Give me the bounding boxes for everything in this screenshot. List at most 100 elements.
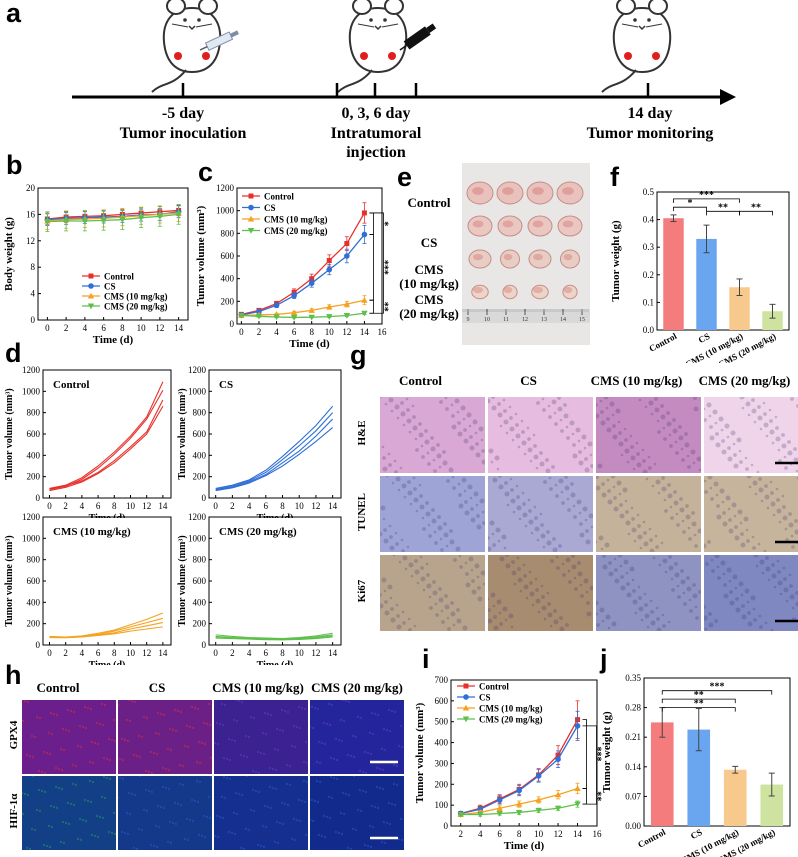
event-label-3: Tumor monitoring <box>587 125 714 142</box>
x-axis-label: Time (d) <box>289 338 330 350</box>
legend-item: CMS (10 mg/kg) <box>457 704 543 714</box>
tumor-sample <box>528 249 552 269</box>
x-tick-label: 8 <box>280 648 285 658</box>
plot-frame <box>656 191 790 331</box>
series-1 <box>457 710 581 817</box>
data-point <box>88 283 94 289</box>
histology-row-label: Ki67 <box>356 579 368 603</box>
ruler-label: 15 <box>579 317 585 323</box>
legend-item: Control <box>242 192 294 202</box>
chart-tumor-volume-2: 0 100 200 300 400 500 600 700 2 4 6 8 10 12 14 16 Time (… <box>415 675 605 852</box>
y-tick-label: 1200 <box>188 512 207 522</box>
y-tick-label: 800 <box>221 228 235 238</box>
photo-row-label: CS <box>420 235 438 250</box>
tumor-sample <box>531 284 549 300</box>
x-tick-label: 14 <box>174 323 184 333</box>
y-tick-label: 1200 <box>188 365 207 375</box>
x-tick-label: 6 <box>264 501 269 511</box>
tumor-photo-panel: Control CS CMS (10 mg/kg) CMS (20 mg/kg)… <box>398 163 608 345</box>
data-point <box>88 273 94 279</box>
data-point <box>535 796 542 803</box>
data-point <box>477 812 484 818</box>
significance-label: *** <box>699 190 714 201</box>
y-tick-label: 600 <box>221 251 235 261</box>
data-point <box>554 805 562 812</box>
series-line <box>215 636 333 641</box>
data-point <box>462 704 470 711</box>
fluorescence-row-label: HIF-1α <box>8 793 20 829</box>
data-point <box>273 314 280 321</box>
fluorescence-image <box>214 700 308 774</box>
data-point <box>361 210 367 216</box>
y-tick-label: 0.00 <box>625 821 641 831</box>
series-3 <box>49 626 163 639</box>
series-line <box>241 212 365 316</box>
x-tick-label: 14 <box>573 829 583 839</box>
y-tick-label: 1200 <box>216 183 235 193</box>
x-tick-label: 12 <box>155 323 164 333</box>
series-2 <box>49 399 164 490</box>
x-tick-label: 6 <box>497 829 502 839</box>
event-day-2: 0, 3, 6 day <box>342 105 411 122</box>
chart-individual-cms10: 0 200 400 600 800 1000 1200 0 2 4 6 8 10 12 14 Time (d)… <box>4 512 172 665</box>
event-day-3: 14 day <box>628 105 673 122</box>
data-point <box>87 303 95 310</box>
significance-label: *** <box>710 682 725 693</box>
bar <box>729 287 750 330</box>
tumor-sample <box>497 215 523 237</box>
ruler-label: 10 <box>484 317 490 323</box>
y-axis-label: Tumor weight (g) <box>601 711 613 793</box>
series-line <box>215 632 333 640</box>
y-tick-label: 800 <box>27 555 41 565</box>
data-point <box>326 303 333 310</box>
tumor-sample <box>500 249 520 269</box>
series-0 <box>49 381 164 489</box>
data-point <box>256 308 262 315</box>
legend-item: Control <box>457 682 509 692</box>
tumor-sample <box>496 181 524 205</box>
x-tick-label: 12 <box>342 327 351 337</box>
data-point <box>308 280 315 286</box>
fluorescence-image <box>118 700 212 774</box>
x-tick-label: 4 <box>478 829 483 839</box>
x-tick-label: 2 <box>230 648 235 658</box>
y-tick-label: 0.07 <box>625 791 641 801</box>
y-axis-label: Tumor weight (g) <box>610 220 622 302</box>
x-tick-label: 16 <box>593 829 603 839</box>
y-tick-label: 0 <box>202 493 207 503</box>
fluorescence-column-label: CS <box>148 680 166 695</box>
y-tick-label: 0 <box>202 640 207 650</box>
chart-title: CMS (20 mg/kg) <box>219 526 297 538</box>
series-line <box>241 312 365 319</box>
x-tick-label: 16 <box>378 327 388 337</box>
y-axis-label: Tumor volume (mm³) <box>195 205 207 306</box>
histology-column-label: Control <box>398 373 443 388</box>
event-label-1: Tumor inoculation <box>120 125 247 142</box>
fluorescence-image <box>22 776 116 850</box>
y-tick-label: 4 <box>31 289 36 299</box>
category-label: CS <box>689 827 704 841</box>
x-tick-label: 2 <box>64 323 69 333</box>
timeline-arrowhead <box>720 89 736 105</box>
x-tick-label: 4 <box>80 648 85 658</box>
chart-tumor-volume: 0 200 400 600 800 1000 1200 0 2 4 6 8 10 12 14 16 Time (… <box>195 183 392 350</box>
panel-label-f: f <box>610 162 619 192</box>
data-point <box>255 313 263 320</box>
series-line <box>49 399 164 490</box>
legend-item: CMS (10 mg/kg) <box>242 215 328 225</box>
legend-label: Control <box>104 272 134 282</box>
y-tick-label: 1000 <box>188 533 207 543</box>
series-line <box>47 212 179 222</box>
significance-label: * <box>688 198 693 209</box>
panel-label-e: e <box>397 162 413 192</box>
data-point <box>247 215 255 222</box>
data-point <box>119 217 126 223</box>
data-point <box>361 231 368 238</box>
fluorescence-image <box>214 776 308 850</box>
data-point <box>343 300 351 307</box>
data-point <box>156 213 164 220</box>
mouse-injection <box>337 0 437 93</box>
y-tick-label: 200 <box>27 472 41 482</box>
event-day-1: -5 day <box>162 105 204 122</box>
ruler-label: 11 <box>503 317 509 323</box>
